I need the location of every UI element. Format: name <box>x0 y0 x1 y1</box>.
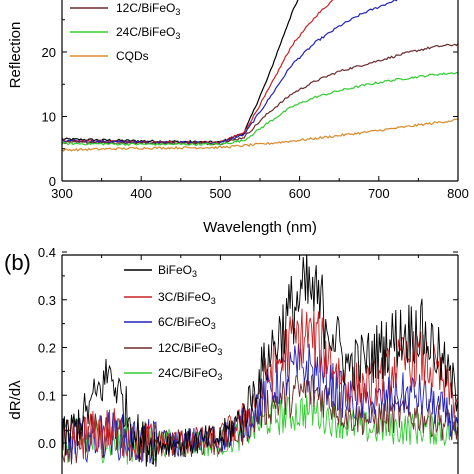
legend-label-a: CQDs <box>116 49 149 63</box>
y-axis-label-b: dR/dλ <box>7 380 24 420</box>
legend-label-b: 6C/BiFeO3 <box>158 315 216 331</box>
series-line-a-5 <box>62 72 458 147</box>
y-axis-label-a: Reflection <box>7 22 24 89</box>
legend-label-b: 3C/BiFeO3 <box>158 290 216 306</box>
y-tick-label-b: 0.1 <box>38 388 56 403</box>
y-tick-label-b: 0.2 <box>38 341 56 356</box>
panel-b: 0.0 0.1 0.2 0.3 0.4 (b) dR/dλ BiFeO3 3C/BiFeO3 6C… <box>4 245 459 474</box>
series-line-a-6 <box>62 118 458 152</box>
legend-label-b: 12C/BiFeO3 <box>158 341 222 357</box>
series-line-a-4 <box>62 43 458 146</box>
panel-a: 3004005006007008000102030Wavelength (nm)… <box>7 0 469 236</box>
y-tick-label-b: 0.3 <box>38 293 56 308</box>
x-tick-label-a: 500 <box>210 186 232 201</box>
x-tick-label-a: 600 <box>289 186 311 201</box>
legend-label-a: 24C/BiFeO3 <box>116 25 180 41</box>
panel-label-b: (b) <box>4 250 31 275</box>
series-line-b-1 <box>62 255 458 467</box>
y-tick-label-a: 20 <box>42 45 56 60</box>
y-tick-label-b: 0.4 <box>38 245 56 260</box>
x-tick-label-a: 800 <box>447 186 469 201</box>
y-tick-label-b: 0.0 <box>38 436 56 451</box>
x-tick-label-a: 400 <box>130 186 152 201</box>
legend-label-b: 24C/BiFeO3 <box>158 366 222 382</box>
x-tick-label-a: 700 <box>368 186 390 201</box>
legend-label-a: 12C/BiFeO3 <box>116 1 180 17</box>
y-tick-label-a: 10 <box>42 110 56 125</box>
legend-label-b: BiFeO3 <box>158 263 197 279</box>
series-line-a-2 <box>62 0 335 145</box>
series-line-a-1 <box>62 0 299 144</box>
y-tick-label-a: 0 <box>49 174 56 189</box>
x-axis-label-a: Wavelength (nm) <box>203 219 317 236</box>
x-tick-label-a: 300 <box>51 186 73 201</box>
